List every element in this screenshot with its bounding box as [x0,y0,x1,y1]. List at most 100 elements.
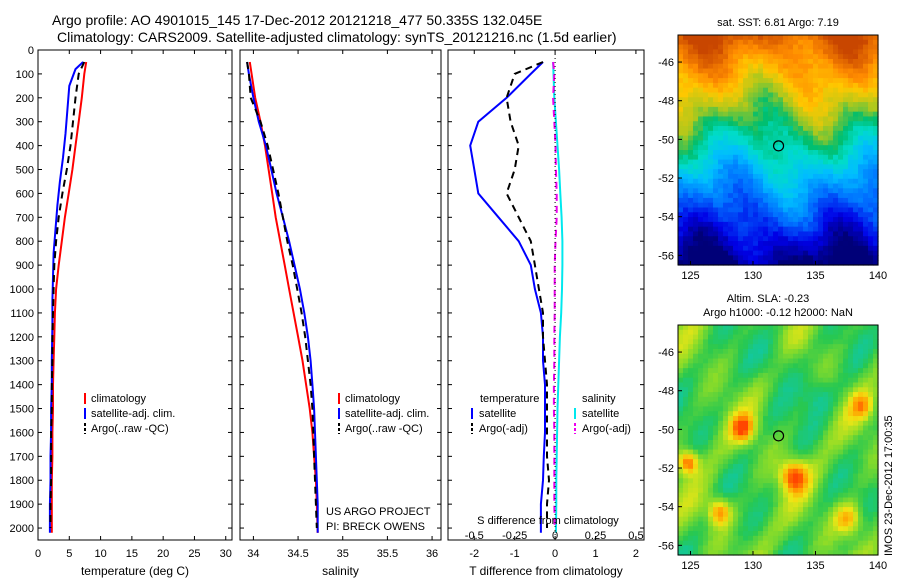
sst_map-heatmap-cell [873,140,879,146]
sst_map-heatmap-cell [798,39,804,46]
sst_map-heatmap-cell [713,102,719,108]
sst_map-heatmap-cell [848,188,854,194]
sst_map-heatmap-cell [713,116,719,122]
sst_map-heatmap-cell [858,39,864,46]
sla_map-heatmap-cell [798,329,804,336]
sla_map-heatmap-cell [713,401,719,408]
sla_map-heatmap-cell [748,531,754,537]
sla_map-heatmap-cell [863,487,869,494]
sst_map-heatmap-cell [833,63,839,70]
sla_map-heatmap-cell [748,396,754,403]
sla_map-heatmap-cell [753,416,759,422]
sla_map-heatmap-cell [688,511,694,518]
temperature-xtick-label: 20 [157,548,169,560]
sst_map-heatmap-cell [703,202,709,209]
sla_map-heatmap-cell [858,468,864,475]
sla_map-heatmap-cell [868,502,874,508]
sst_map-heatmap-cell [858,255,864,261]
sla_map-heatmap-cell [683,348,689,355]
sst_map-heatmap-cell [863,130,869,137]
sla_map-heatmap-cell [698,368,704,374]
sla_map-heatmap-cell [803,540,809,547]
sla_map-heatmap-cell [843,468,849,475]
sla_map-heatmap-cell [788,358,794,364]
sst_map-heatmap-cell [758,82,764,89]
sst_map-heatmap-cell [833,68,839,74]
sla_map-heatmap-cell [798,487,804,494]
sst_map-heatmap-cell [873,73,879,79]
sla_map-heatmap-cell [808,368,814,374]
sla_map-heatmap-cell [748,377,754,384]
sst_map-heatmap-cell [708,121,714,127]
sst_map-heatmap-cell [683,111,689,118]
sst_map-heatmap-cell [873,39,879,46]
sla_map-heatmap-cell [823,358,829,364]
sst_map-heatmap-cell [858,197,864,204]
sla_map-heatmap-cell [813,540,819,547]
sst_map-heatmap-cell [853,255,859,261]
sla_map-heatmap-cell [808,521,814,527]
sla_map-heatmap-cell [723,454,729,460]
sla_map-heatmap-cell [698,420,704,427]
sla_map-heatmap-cell [743,368,749,374]
sst_map-heatmap-cell [788,217,794,223]
sst_map-heatmap-cell [763,221,769,228]
sst_map-heatmap-cell [803,44,809,50]
sla_map-heatmap-cell [748,368,754,374]
sla_map-heatmap-cell [718,435,724,441]
sst_map-heatmap-cell [768,63,774,70]
sst_map-heatmap-cell [728,73,734,79]
sla_map-heatmap-cell [738,382,744,388]
sla_map-heatmap-cell [758,392,764,398]
sla_map-heatmap-cell [748,406,754,412]
sst_map-heatmap-cell [788,202,794,209]
sst_map-heatmap-cell [803,116,809,122]
sst_map-heatmap-cell [788,68,794,74]
sla_map-heatmap-cell [833,468,839,475]
sst_map-heatmap-cell [733,221,739,228]
sst_map-heatmap-cell [743,226,749,233]
sla_map-heatmap-cell [738,334,744,340]
sst_map-heatmap-cell [823,260,829,266]
sla_map-heatmap-cell [768,444,774,451]
sst_map-heatmap-cell [873,150,879,156]
sla_map-heatmap-cell [763,449,769,455]
sla_map-heatmap-cell [818,502,824,508]
sst_map-heatmap-cell [728,111,734,118]
sst_map-heatmap-cell [698,260,704,266]
sst_map-heatmap-cell [678,140,684,146]
sla_map-heatmap-cell [748,492,754,499]
sst_map-heatmap-cell [758,140,764,146]
sst_map-heatmap-cell [803,217,809,223]
sla_map-heatmap-cell [713,430,719,436]
sla_map-heatmap-cell [748,329,754,336]
sst_map-heatmap-cell [678,250,684,257]
sla_map-heatmap-cell [788,454,794,460]
sst_map-heatmap-cell [728,54,734,60]
sst_map-heatmap-cell [808,87,814,94]
sla_map-heatmap-cell [698,325,704,331]
sst_map-heatmap-cell [848,260,854,266]
sla_map-heatmap-cell [803,550,809,556]
sla_map-heatmap-cell [718,502,724,508]
temperature-plot-frame [37,49,233,541]
sst_map-heatmap-cell [783,35,789,41]
sst_map-heatmap-cell [833,202,839,209]
depth-tick-label: 300 [16,117,34,129]
sla_map-heatmap-cell [678,435,684,441]
sst_map-heatmap-cell [733,245,739,252]
sla_map-heatmap-cell [718,401,724,408]
sla_map-heatmap-cell [818,497,824,503]
sst_map-heatmap-cell [823,116,829,122]
sst_map-heatmap-cell [853,221,859,228]
sla_map-heatmap-cell [688,449,694,455]
sst_map-heatmap-cell [838,135,844,142]
sla_map-heatmap-cell [733,550,739,556]
sla_map-heatmap-cell [843,449,849,455]
sla_map-heatmap-cell [783,348,789,355]
sla_map-heatmap-cell [803,392,809,398]
sla_map-heatmap-cell [813,478,819,484]
sst_map-heatmap-cell [753,164,759,170]
sla_map-heatmap-cell [698,473,704,479]
sla_map-heatmap-cell [708,363,714,369]
